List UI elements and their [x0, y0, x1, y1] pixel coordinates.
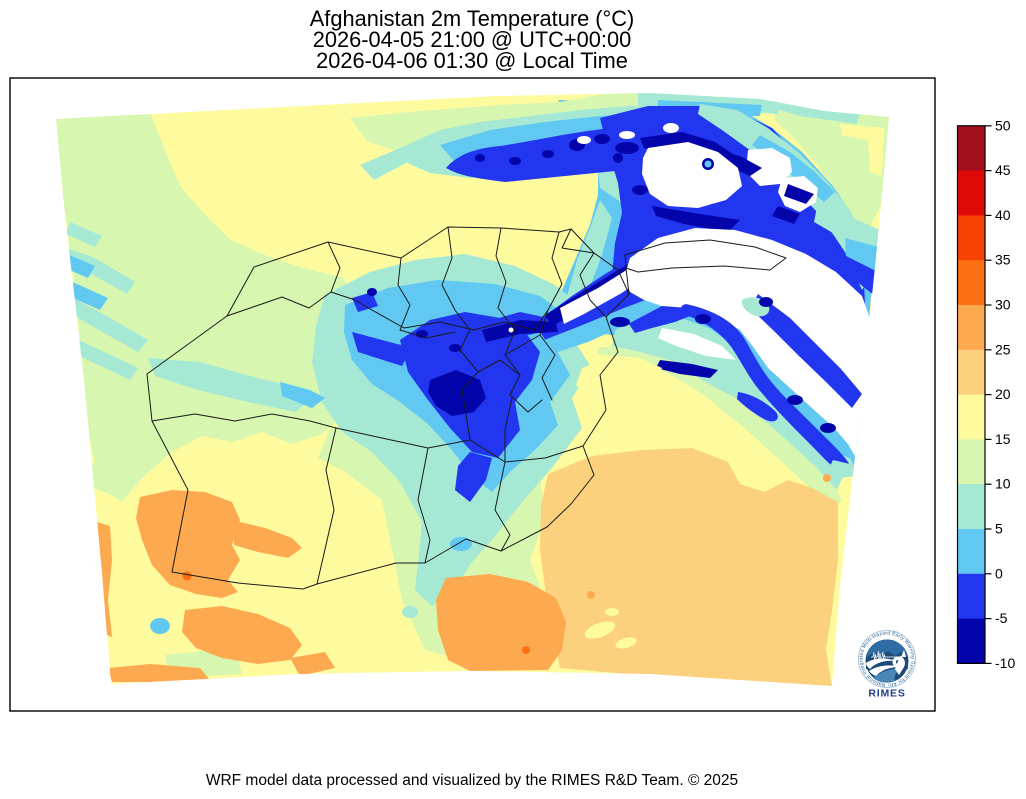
svg-text:-10: -10: [995, 655, 1015, 671]
svg-text:40: 40: [995, 207, 1011, 223]
svg-text:WRF model data processed and v: WRF model data processed and visualized …: [206, 772, 738, 789]
svg-text:50: 50: [995, 117, 1011, 133]
svg-text:20: 20: [995, 386, 1011, 402]
svg-text:0: 0: [995, 565, 1003, 581]
svg-text:5: 5: [995, 521, 1003, 537]
svg-text:35: 35: [995, 252, 1011, 268]
svg-text:RIMES: RIMES: [868, 688, 905, 700]
svg-text:Afghanistan 2m Temperature (°C: Afghanistan 2m Temperature (°C): [310, 6, 635, 31]
svg-text:30: 30: [995, 297, 1011, 313]
svg-text:2026-04-05 21:00 @ UTC+00:00: 2026-04-05 21:00 @ UTC+00:00: [313, 27, 631, 52]
svg-text:10: 10: [995, 476, 1011, 492]
svg-text:-5: -5: [995, 610, 1008, 626]
svg-text:45: 45: [995, 162, 1011, 178]
svg-text:25: 25: [995, 341, 1011, 357]
svg-text:15: 15: [995, 431, 1011, 447]
svg-text:2026-04-06 01:30 @ Local Time: 2026-04-06 01:30 @ Local Time: [316, 48, 628, 73]
